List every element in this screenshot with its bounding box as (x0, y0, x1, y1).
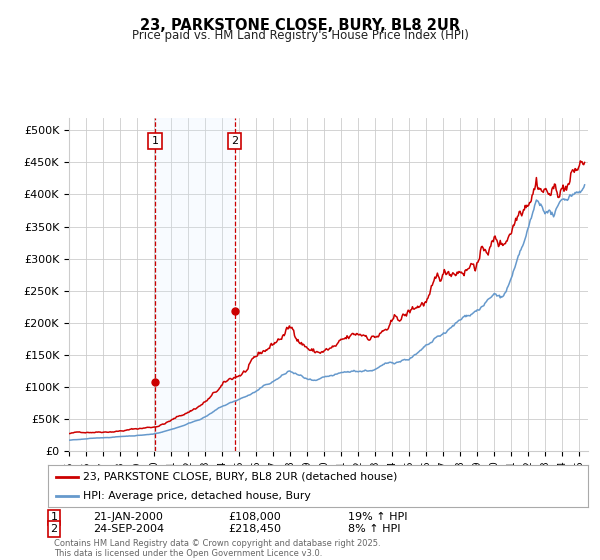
Text: 8% ↑ HPI: 8% ↑ HPI (348, 524, 401, 534)
Text: 23, PARKSTONE CLOSE, BURY, BL8 2UR (detached house): 23, PARKSTONE CLOSE, BURY, BL8 2UR (deta… (83, 472, 397, 482)
Text: 2: 2 (50, 524, 58, 534)
Text: 2: 2 (231, 136, 238, 146)
Text: £108,000: £108,000 (228, 512, 281, 522)
Text: 19% ↑ HPI: 19% ↑ HPI (348, 512, 407, 522)
Text: 1: 1 (50, 512, 58, 522)
Text: Contains HM Land Registry data © Crown copyright and database right 2025.
This d: Contains HM Land Registry data © Crown c… (54, 539, 380, 558)
Text: 21-JAN-2000: 21-JAN-2000 (93, 512, 163, 522)
Text: Price paid vs. HM Land Registry's House Price Index (HPI): Price paid vs. HM Land Registry's House … (131, 29, 469, 42)
Text: 23, PARKSTONE CLOSE, BURY, BL8 2UR: 23, PARKSTONE CLOSE, BURY, BL8 2UR (140, 18, 460, 33)
Text: 24-SEP-2004: 24-SEP-2004 (93, 524, 164, 534)
Text: 1: 1 (152, 136, 158, 146)
Text: HPI: Average price, detached house, Bury: HPI: Average price, detached house, Bury (83, 491, 311, 501)
Bar (155, 118, 235, 451)
Text: £218,450: £218,450 (228, 524, 281, 534)
